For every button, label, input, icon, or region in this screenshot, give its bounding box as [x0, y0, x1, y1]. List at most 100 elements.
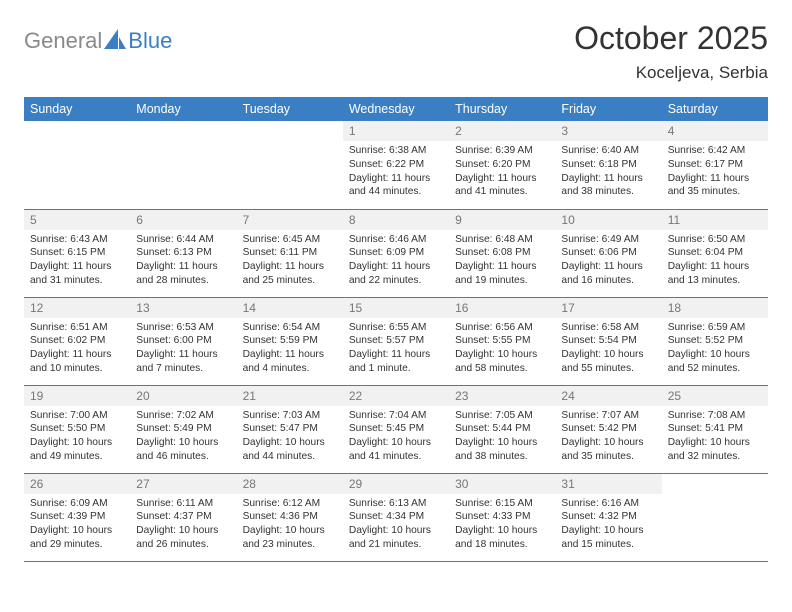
logo: General Blue [24, 20, 172, 54]
day-details: Sunrise: 6:11 AMSunset: 4:37 PMDaylight:… [130, 494, 236, 557]
day-details: Sunrise: 6:43 AMSunset: 6:15 PMDaylight:… [24, 230, 130, 293]
calendar-day: 15Sunrise: 6:55 AMSunset: 5:57 PMDayligh… [343, 297, 449, 385]
dow-header: Thursday [449, 97, 555, 121]
day-number: 6 [130, 210, 236, 230]
header: General Blue October 2025 Koceljeva, Ser… [24, 20, 768, 83]
dow-header: Wednesday [343, 97, 449, 121]
calendar-day: 21Sunrise: 7:03 AMSunset: 5:47 PMDayligh… [237, 385, 343, 473]
calendar-day: 10Sunrise: 6:49 AMSunset: 6:06 PMDayligh… [555, 209, 661, 297]
day-number: 17 [555, 298, 661, 318]
calendar-week: 12Sunrise: 6:51 AMSunset: 6:02 PMDayligh… [24, 297, 768, 385]
dow-header: Monday [130, 97, 236, 121]
day-details: Sunrise: 7:03 AMSunset: 5:47 PMDaylight:… [237, 406, 343, 469]
day-details: Sunrise: 6:45 AMSunset: 6:11 PMDaylight:… [237, 230, 343, 293]
day-details: Sunrise: 6:53 AMSunset: 6:00 PMDaylight:… [130, 318, 236, 381]
calendar-day: 22Sunrise: 7:04 AMSunset: 5:45 PMDayligh… [343, 385, 449, 473]
day-details: Sunrise: 6:39 AMSunset: 6:20 PMDaylight:… [449, 141, 555, 204]
day-number: 30 [449, 474, 555, 494]
day-number: 15 [343, 298, 449, 318]
calendar-day: 29Sunrise: 6:13 AMSunset: 4:34 PMDayligh… [343, 473, 449, 561]
day-number: 2 [449, 121, 555, 141]
calendar-day: 3Sunrise: 6:40 AMSunset: 6:18 PMDaylight… [555, 121, 661, 209]
day-details: Sunrise: 7:04 AMSunset: 5:45 PMDaylight:… [343, 406, 449, 469]
calendar-day: 30Sunrise: 6:15 AMSunset: 4:33 PMDayligh… [449, 473, 555, 561]
calendar-week: 19Sunrise: 7:00 AMSunset: 5:50 PMDayligh… [24, 385, 768, 473]
logo-text-blue: Blue [128, 28, 172, 54]
calendar-day: 26Sunrise: 6:09 AMSunset: 4:39 PMDayligh… [24, 473, 130, 561]
calendar-day: 19Sunrise: 7:00 AMSunset: 5:50 PMDayligh… [24, 385, 130, 473]
calendar-day [24, 121, 130, 209]
day-number: 13 [130, 298, 236, 318]
calendar-day: 9Sunrise: 6:48 AMSunset: 6:08 PMDaylight… [449, 209, 555, 297]
dow-header: Friday [555, 97, 661, 121]
day-number: 26 [24, 474, 130, 494]
calendar-day: 6Sunrise: 6:44 AMSunset: 6:13 PMDaylight… [130, 209, 236, 297]
day-details: Sunrise: 6:15 AMSunset: 4:33 PMDaylight:… [449, 494, 555, 557]
day-details: Sunrise: 6:59 AMSunset: 5:52 PMDaylight:… [662, 318, 768, 381]
day-details: Sunrise: 6:55 AMSunset: 5:57 PMDaylight:… [343, 318, 449, 381]
day-details: Sunrise: 6:50 AMSunset: 6:04 PMDaylight:… [662, 230, 768, 293]
day-number: 7 [237, 210, 343, 230]
calendar-day [130, 121, 236, 209]
calendar-day: 28Sunrise: 6:12 AMSunset: 4:36 PMDayligh… [237, 473, 343, 561]
day-number: 20 [130, 386, 236, 406]
day-details: Sunrise: 6:51 AMSunset: 6:02 PMDaylight:… [24, 318, 130, 381]
day-details: Sunrise: 6:56 AMSunset: 5:55 PMDaylight:… [449, 318, 555, 381]
calendar-day: 16Sunrise: 6:56 AMSunset: 5:55 PMDayligh… [449, 297, 555, 385]
day-number: 28 [237, 474, 343, 494]
calendar-week: 1Sunrise: 6:38 AMSunset: 6:22 PMDaylight… [24, 121, 768, 209]
day-details: Sunrise: 6:58 AMSunset: 5:54 PMDaylight:… [555, 318, 661, 381]
day-number: 22 [343, 386, 449, 406]
day-number: 1 [343, 121, 449, 141]
calendar-day: 25Sunrise: 7:08 AMSunset: 5:41 PMDayligh… [662, 385, 768, 473]
day-details: Sunrise: 6:38 AMSunset: 6:22 PMDaylight:… [343, 141, 449, 204]
calendar-table: SundayMondayTuesdayWednesdayThursdayFrid… [24, 97, 768, 562]
logo-sail-icon [104, 29, 126, 54]
calendar-day: 8Sunrise: 6:46 AMSunset: 6:09 PMDaylight… [343, 209, 449, 297]
calendar-day: 27Sunrise: 6:11 AMSunset: 4:37 PMDayligh… [130, 473, 236, 561]
calendar-day: 5Sunrise: 6:43 AMSunset: 6:15 PMDaylight… [24, 209, 130, 297]
day-number: 16 [449, 298, 555, 318]
day-details: Sunrise: 7:08 AMSunset: 5:41 PMDaylight:… [662, 406, 768, 469]
day-number: 14 [237, 298, 343, 318]
day-number: 24 [555, 386, 661, 406]
calendar-day: 18Sunrise: 6:59 AMSunset: 5:52 PMDayligh… [662, 297, 768, 385]
day-details: Sunrise: 6:40 AMSunset: 6:18 PMDaylight:… [555, 141, 661, 204]
day-details: Sunrise: 6:13 AMSunset: 4:34 PMDaylight:… [343, 494, 449, 557]
day-number: 21 [237, 386, 343, 406]
day-number: 29 [343, 474, 449, 494]
day-details: Sunrise: 7:07 AMSunset: 5:42 PMDaylight:… [555, 406, 661, 469]
calendar-day: 7Sunrise: 6:45 AMSunset: 6:11 PMDaylight… [237, 209, 343, 297]
month-title: October 2025 [574, 20, 768, 57]
calendar-day: 12Sunrise: 6:51 AMSunset: 6:02 PMDayligh… [24, 297, 130, 385]
dow-header: Tuesday [237, 97, 343, 121]
dow-header: Sunday [24, 97, 130, 121]
day-details: Sunrise: 6:44 AMSunset: 6:13 PMDaylight:… [130, 230, 236, 293]
day-number: 23 [449, 386, 555, 406]
calendar-day: 20Sunrise: 7:02 AMSunset: 5:49 PMDayligh… [130, 385, 236, 473]
day-number: 19 [24, 386, 130, 406]
calendar-day: 1Sunrise: 6:38 AMSunset: 6:22 PMDaylight… [343, 121, 449, 209]
day-details: Sunrise: 6:16 AMSunset: 4:32 PMDaylight:… [555, 494, 661, 557]
day-details: Sunrise: 7:05 AMSunset: 5:44 PMDaylight:… [449, 406, 555, 469]
calendar-day: 31Sunrise: 6:16 AMSunset: 4:32 PMDayligh… [555, 473, 661, 561]
day-details: Sunrise: 6:54 AMSunset: 5:59 PMDaylight:… [237, 318, 343, 381]
day-number: 27 [130, 474, 236, 494]
day-details: Sunrise: 6:49 AMSunset: 6:06 PMDaylight:… [555, 230, 661, 293]
day-number: 8 [343, 210, 449, 230]
day-number: 12 [24, 298, 130, 318]
logo-text-general: General [24, 28, 102, 54]
calendar-day: 14Sunrise: 6:54 AMSunset: 5:59 PMDayligh… [237, 297, 343, 385]
dow-header: Saturday [662, 97, 768, 121]
day-number: 31 [555, 474, 661, 494]
day-details: Sunrise: 7:00 AMSunset: 5:50 PMDaylight:… [24, 406, 130, 469]
day-number: 11 [662, 210, 768, 230]
calendar-week: 5Sunrise: 6:43 AMSunset: 6:15 PMDaylight… [24, 209, 768, 297]
day-details: Sunrise: 6:12 AMSunset: 4:36 PMDaylight:… [237, 494, 343, 557]
calendar-day [662, 473, 768, 561]
calendar-day: 11Sunrise: 6:50 AMSunset: 6:04 PMDayligh… [662, 209, 768, 297]
day-number: 5 [24, 210, 130, 230]
calendar-day: 4Sunrise: 6:42 AMSunset: 6:17 PMDaylight… [662, 121, 768, 209]
day-number: 3 [555, 121, 661, 141]
day-number: 4 [662, 121, 768, 141]
